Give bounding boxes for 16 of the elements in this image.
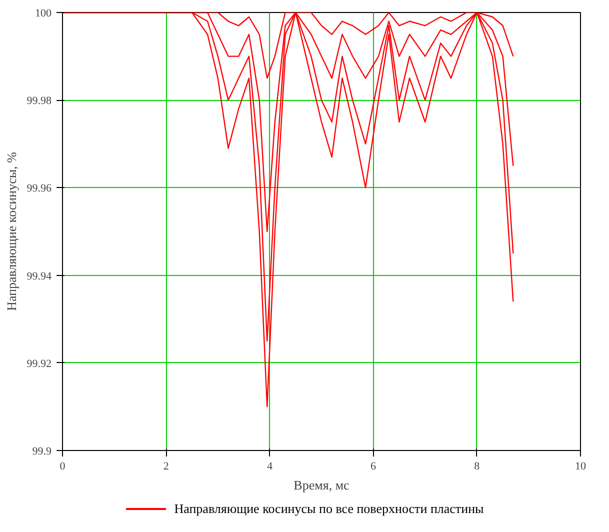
y-tick-label: 99.92 xyxy=(26,358,52,370)
x-tick-label: 0 xyxy=(60,460,66,472)
x-tick-label: 4 xyxy=(266,460,273,472)
x-tick-label: 6 xyxy=(370,460,377,472)
x-tick-label: 10 xyxy=(575,460,586,472)
y-axis-title: Направляющие косинусы, % xyxy=(4,152,19,311)
legend-label: Направляющие косинусы по все поверхности пластины xyxy=(174,500,484,518)
y-tick-label: 99.98 xyxy=(26,95,52,108)
x-tick-label: 2 xyxy=(163,460,169,472)
x-tick-label: 8 xyxy=(474,460,480,472)
y-tick-label: 99.94 xyxy=(26,270,52,282)
y-tick-label: 99.9 xyxy=(32,446,52,458)
y-tick-label: 99.96 xyxy=(26,182,52,195)
x-axis-title: Время, мс xyxy=(294,478,350,492)
legend-item: Направляющие косинусы по все поверхности пластины xyxy=(126,500,484,519)
y-tick-label: 100 xyxy=(35,8,52,20)
